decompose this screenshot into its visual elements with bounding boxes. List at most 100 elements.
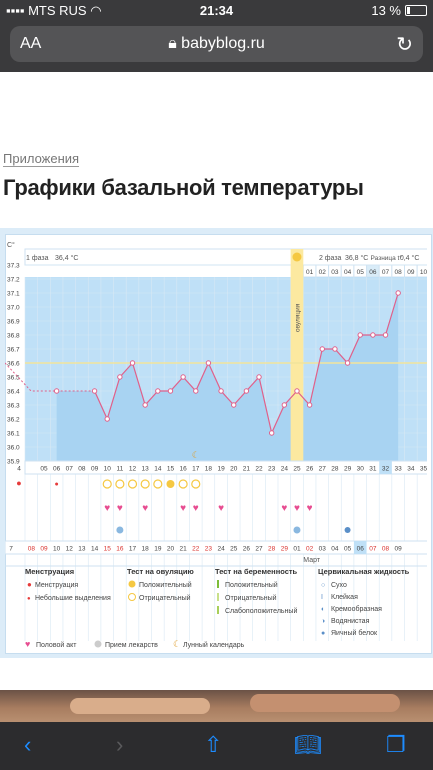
y-tick-label: 36.6 — [7, 361, 20, 368]
wifi-icon: ◠ — [90, 3, 102, 18]
calendar-date-label: 06 — [357, 546, 365, 553]
back-icon[interactable]: ‹ — [24, 732, 32, 757]
phase2-day-label: 06 — [369, 269, 377, 276]
cycle-day-label: 15 — [167, 466, 175, 473]
calendar-date-label: 22 — [192, 546, 200, 553]
calendar-date-label: 27 — [255, 546, 263, 553]
reload-icon[interactable]: ↻ — [396, 34, 413, 56]
cycle-day-label: 06 — [53, 466, 61, 473]
url-text: babyblog.ru — [181, 35, 265, 52]
diff-label: Разница t° — [371, 254, 403, 262]
temperature-point — [370, 332, 376, 338]
temperature-point — [205, 360, 212, 366]
tabs-icon[interactable]: ❐ — [386, 732, 406, 757]
calendar-date-label: 14 — [91, 546, 99, 553]
month-label: Март — [303, 557, 321, 564]
temperature-point — [129, 360, 136, 366]
legend-pregnancy-icon — [217, 580, 219, 588]
cycle-day-label: 21 — [243, 466, 251, 473]
bbt-chart: C° 1 фаза 36,4 °C 2 фаза 36,8 °C Разница t°0,… — [5, 241, 427, 649]
bookmarks-icon[interactable]: 📖︎ — [294, 732, 322, 757]
cycle-day-label: 05 — [40, 466, 48, 473]
ovulation-test-negative-icon — [140, 479, 150, 489]
ovulation-test-negative-icon — [102, 479, 112, 489]
heart-icon: ♥ — [218, 503, 224, 514]
temperature-area — [56, 293, 399, 461]
ovulation-test-negative-icon — [153, 479, 163, 489]
temperature-point — [167, 388, 174, 394]
temperature-point — [395, 290, 401, 296]
temperature-point — [180, 374, 186, 380]
y-tick-label: 36.1 — [7, 431, 20, 438]
cycle-day-label: 23 — [268, 466, 276, 473]
calendar-date-label: 24 — [217, 546, 225, 553]
legend-pregnancy-icon — [217, 606, 219, 614]
legend-lunar-item: Лунный календарь — [183, 641, 245, 649]
y-tick-label: 37.2 — [7, 277, 20, 284]
y-tick-label: 36.2 — [7, 417, 20, 424]
section-link[interactable]: Приложения — [3, 151, 80, 167]
calendar-date-label: 04 — [331, 546, 339, 553]
temperature-point — [306, 402, 313, 408]
battery-icon — [405, 5, 427, 16]
phase2-day-label: 03 — [331, 269, 339, 276]
forward-icon[interactable]: › — [116, 732, 124, 757]
text-size-button[interactable]: AA — [20, 35, 42, 52]
signal-icon: ▪▪▪▪ — [6, 3, 25, 18]
y-tick-label: 36.0 — [7, 445, 20, 452]
calendar-date-label: 18 — [142, 546, 150, 553]
temperature-line-dotted — [5, 362, 57, 392]
cycle-day-label: 32 — [382, 466, 390, 473]
phase2-temp: 36,8 °C — [345, 254, 368, 262]
calendar-date-label: 01 — [293, 546, 301, 553]
temperature-point — [243, 388, 250, 394]
heart-icon: ♥ — [180, 503, 186, 514]
legend-pregnancy-item: Положительный — [225, 581, 278, 589]
cycle-day-label: 24 — [281, 466, 289, 473]
url-field[interactable]: AA 🔒︎ babyblog.ru ↻ — [10, 26, 423, 62]
cycle-day-label: 29 — [344, 466, 352, 473]
calendar-date-label: 26 — [243, 546, 251, 553]
cycle-day-label: 34 — [407, 466, 415, 473]
calendar-date-label: 08 — [28, 546, 36, 553]
temperature-point — [142, 402, 148, 408]
photo-hand-left — [70, 698, 210, 714]
legend-cervical-icon: I — [321, 594, 323, 601]
moon-icon: ☾ — [192, 450, 200, 460]
ovulation-label: овуляция — [294, 303, 301, 332]
phase2-label: 2 фаза — [319, 255, 342, 262]
share-icon[interactable]: ⇧ — [204, 732, 223, 757]
legend-ovulation-positive-item: Положительный — [139, 581, 192, 589]
heart-icon: ♥ — [142, 503, 148, 514]
battery-indicator: 13 % — [371, 3, 427, 18]
legend-pill-icon — [94, 640, 102, 648]
temperature-point — [91, 388, 98, 394]
url-display[interactable]: 🔒︎ babyblog.ru — [10, 35, 423, 53]
calendar-date-label: 05 — [344, 546, 352, 553]
safari-toolbar: ‹ › ⇧ 📖︎ ❐ — [0, 722, 433, 770]
cycle-day-label: 17 — [192, 466, 200, 473]
phase1-label: 1 фаза — [26, 255, 49, 262]
legend-menstruation-icon: ● — [27, 580, 32, 589]
lock-icon: 🔒︎ — [168, 35, 177, 52]
diff-value: 0,4 °C — [400, 254, 420, 262]
light-discharge-icon: ● — [55, 481, 59, 488]
calendar-date-label: 08 — [382, 546, 390, 553]
cycle-day-label: 4 — [17, 466, 21, 473]
cycle-day-label: 25 — [293, 466, 301, 473]
y-tick-label: 36.8 — [7, 333, 20, 340]
phase2-day-label: 10 — [420, 269, 427, 276]
temperature-point — [155, 388, 161, 394]
ovulation-test-negative-icon — [127, 479, 138, 489]
legend-cervical-icon: ● — [321, 630, 325, 637]
heart-icon: ♥ — [281, 503, 287, 514]
cycle-day-label: 19 — [217, 466, 225, 473]
calendar-date-label: 20 — [167, 546, 175, 553]
legend-menstruation-item: Менструация — [35, 582, 78, 589]
legend-ovulation-positive-icon — [128, 580, 136, 588]
heart-icon: ♥ — [193, 503, 199, 514]
calendar-date-label: 02 — [306, 546, 314, 553]
highlight-date-cell — [353, 541, 367, 554]
cycle-day-label: 18 — [205, 466, 213, 473]
status-bar: ▪▪▪▪ MTS RUS ◠ 21:34 13 % — [0, 0, 433, 20]
